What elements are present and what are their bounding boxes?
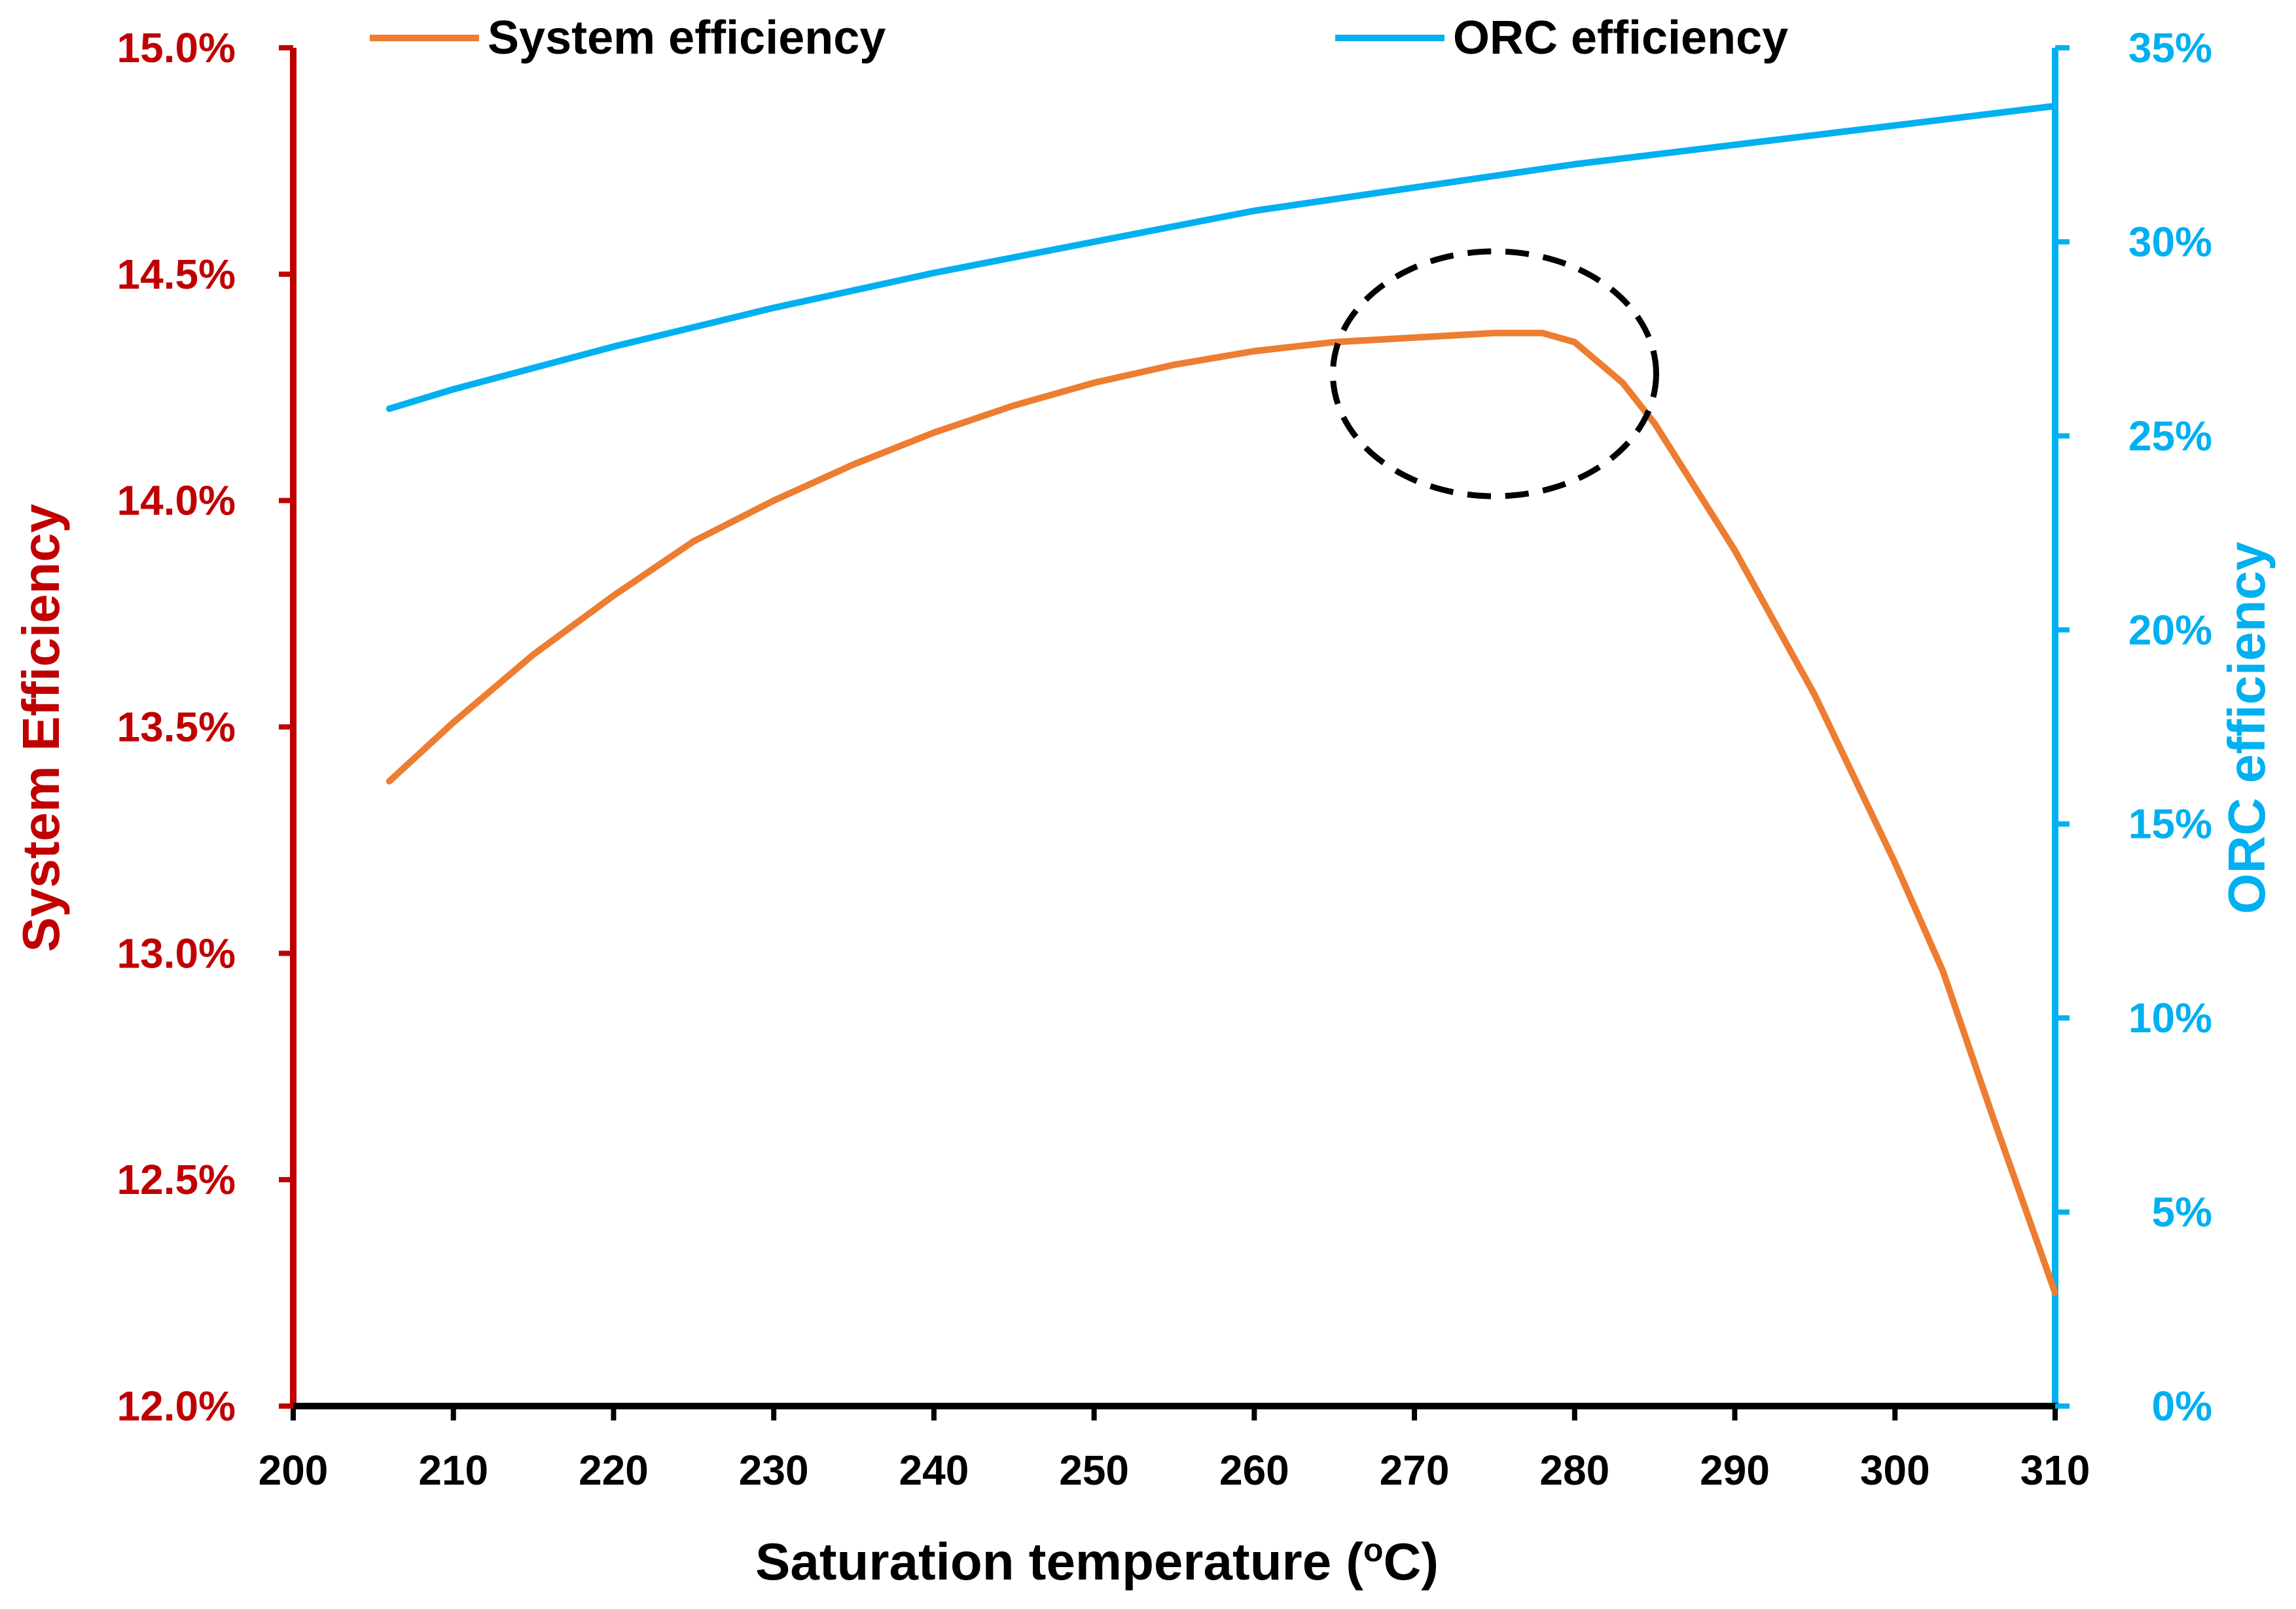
y-right-tick-label: 25% xyxy=(2128,412,2212,460)
y-left-tick-label: 14.5% xyxy=(117,251,236,298)
y-right-tick-label: 5% xyxy=(2152,1189,2213,1236)
y-left-tick-label: 13.5% xyxy=(117,704,236,751)
x-tick-label: 250 xyxy=(1059,1447,1129,1494)
x-tick-label: 240 xyxy=(899,1447,969,1494)
y-right-tick-label: 20% xyxy=(2128,606,2212,653)
y-left-tick-label: 12.5% xyxy=(117,1156,236,1203)
x-tick-label: 300 xyxy=(1860,1447,1930,1494)
y-left-tick-label: 12.0% xyxy=(117,1383,236,1430)
x-tick-label: 220 xyxy=(579,1447,649,1494)
y-right-tick-label: 15% xyxy=(2128,801,2212,848)
x-tick-label: 280 xyxy=(1539,1447,1609,1494)
y-right-tick-label: 35% xyxy=(2128,24,2212,71)
x-tick-label: 200 xyxy=(259,1447,329,1494)
y-right-tick-label: 0% xyxy=(2152,1383,2213,1430)
legend-label: System efficiency xyxy=(488,12,886,64)
x-tick-label: 310 xyxy=(2020,1447,2090,1494)
orc-efficiency-line xyxy=(386,102,2058,412)
x-tick-label: 260 xyxy=(1219,1447,1289,1494)
x-axis-title-main: Saturation temperature ( xyxy=(755,1532,1363,1591)
x-tick-label: 230 xyxy=(739,1447,809,1494)
x-axis-title-end: C) xyxy=(1384,1532,1439,1591)
legend-label: ORC efficiency xyxy=(1453,12,1788,64)
system-efficiency-line xyxy=(386,329,2058,1297)
highlight-ellipse xyxy=(1329,248,1659,499)
y-right-tick-label: 10% xyxy=(2128,994,2212,1041)
y-left-tick-label: 14.0% xyxy=(117,477,236,524)
y-axis-left-title: System Efficiency xyxy=(12,503,70,952)
y-axis-right-title: ORC efficiency xyxy=(2217,541,2276,914)
x-tick-label: 270 xyxy=(1380,1447,1450,1494)
series-group xyxy=(386,102,2058,1297)
x-tick-label: 210 xyxy=(418,1447,488,1494)
x-tick-label: 290 xyxy=(1700,1447,1770,1494)
x-axis-title-sup: o xyxy=(1363,1532,1384,1568)
axes-group: 200 210 220 230 240 250 260 270 280 290 300 310 12.0… xyxy=(117,24,2212,1494)
y-left-tick-label: 13.0% xyxy=(117,930,236,977)
y-left-tick-label: 15.0% xyxy=(117,24,236,71)
legend-group: System efficiency ORC efficiency xyxy=(370,12,1788,64)
x-axis-title: Saturation temperature (oC) xyxy=(755,1532,1439,1591)
annotation-group xyxy=(1329,248,1659,499)
y-right-tick-label: 30% xyxy=(2128,218,2212,265)
